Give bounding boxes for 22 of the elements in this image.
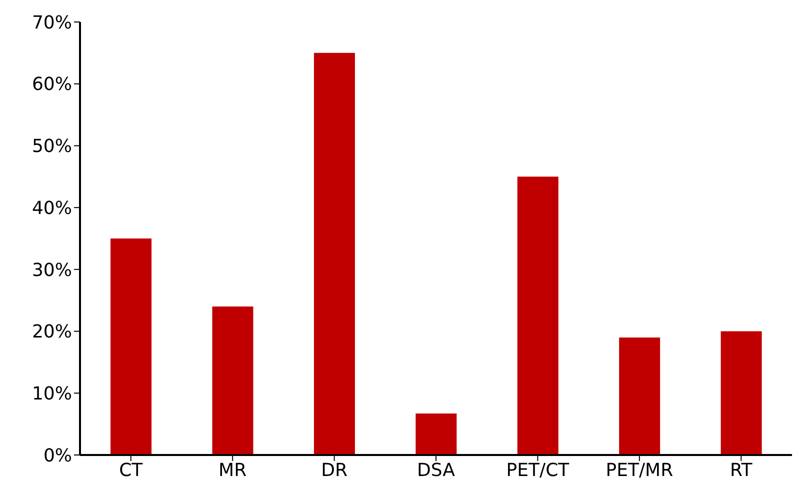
y-tick-label: 20% bbox=[32, 322, 72, 343]
bar bbox=[314, 52, 355, 455]
bar bbox=[212, 306, 254, 455]
bar bbox=[517, 176, 558, 455]
bar bbox=[416, 414, 457, 455]
y-tick-label: 0% bbox=[43, 445, 72, 466]
x-tick-label: CT bbox=[119, 460, 144, 481]
bar bbox=[720, 331, 762, 455]
bar bbox=[619, 337, 660, 455]
y-tick-label: 50% bbox=[32, 136, 72, 158]
y-tick-label: 40% bbox=[32, 198, 72, 219]
y-tick-label: 70% bbox=[32, 12, 72, 34]
x-tick-label: DSA bbox=[417, 460, 456, 481]
y-tick-label: 30% bbox=[32, 260, 72, 281]
x-tick-label: PET/CT bbox=[506, 460, 570, 481]
x-tick-label: MR bbox=[218, 460, 247, 481]
y-tick-label: 10% bbox=[32, 384, 72, 405]
x-tick-label: DR bbox=[321, 460, 348, 481]
bar bbox=[110, 238, 152, 455]
y-tick-label: 60% bbox=[32, 74, 72, 96]
x-tick-label: RT bbox=[730, 460, 754, 481]
x-tick-label: PET/MR bbox=[606, 460, 674, 481]
